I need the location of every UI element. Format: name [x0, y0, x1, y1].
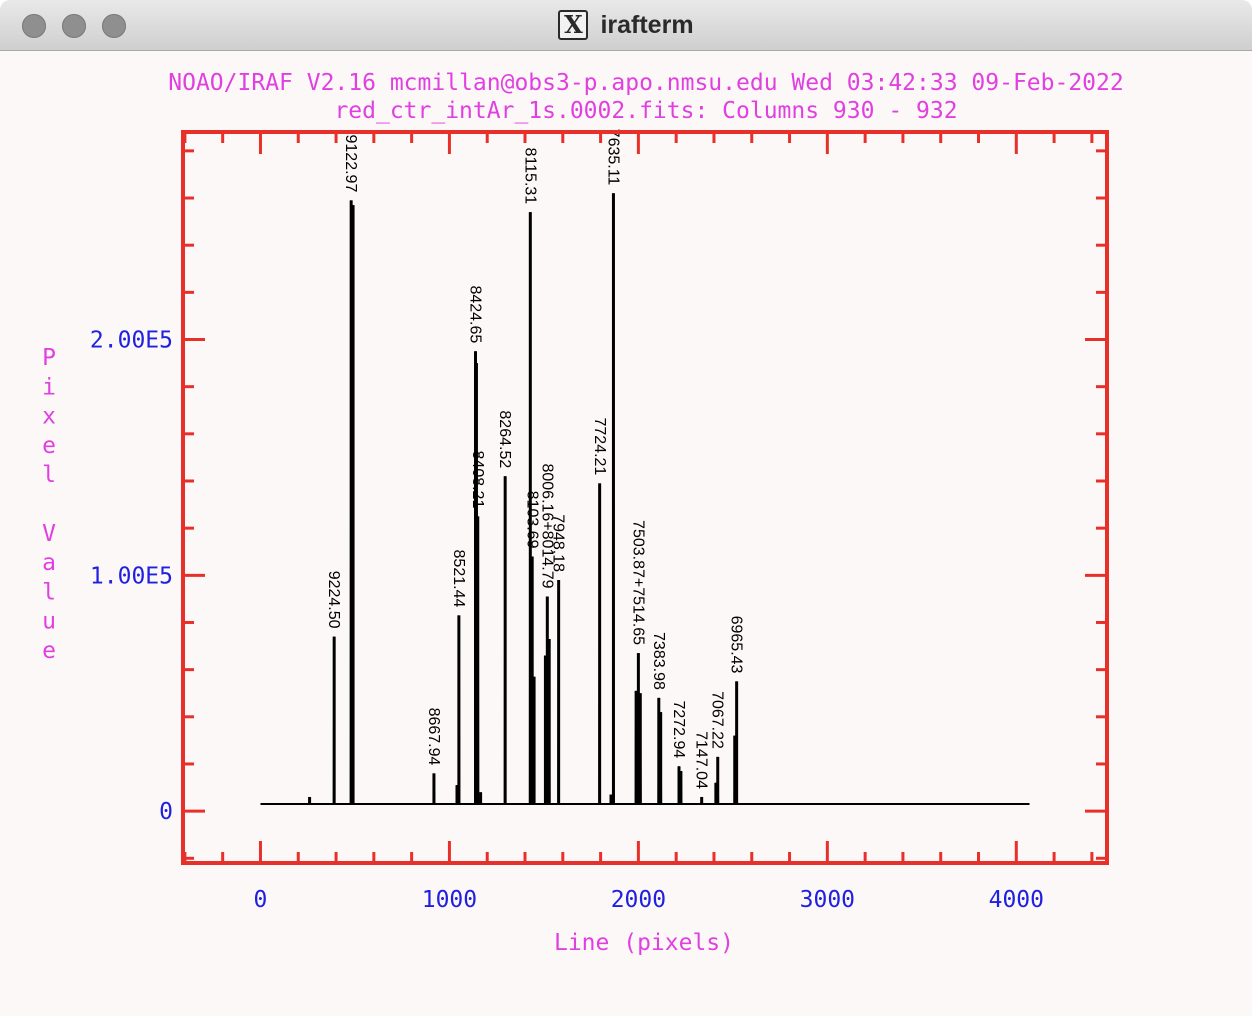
peak-label: 8408.21: [469, 451, 486, 509]
peak-label: 9224.50: [325, 571, 342, 629]
peak-label: 7724.21: [591, 418, 608, 476]
x-axis-label: Line (pixels): [554, 930, 734, 956]
spectrum-trace: [260, 193, 1030, 805]
chart-title: NOAO/IRAF V2.16 mcmillan@obs3-p.apo.nmsu…: [168, 70, 1123, 96]
peak-label: 7383.98: [650, 632, 667, 690]
minimize-window-button[interactable]: [62, 14, 86, 38]
tick-labels: 0 1000 2000 3000 4000 0 1.00E5 2.00E5: [90, 328, 1044, 913]
x-tick-label: 3000: [800, 887, 855, 913]
x-tick-label: 4000: [989, 887, 1044, 913]
window-title-group: X irafterm: [0, 0, 1252, 50]
peak-label: 6965.43: [728, 616, 745, 674]
peak-label: 7948.18: [550, 514, 567, 572]
peak-label: 7503.87+7514.65: [629, 520, 646, 645]
peak-label: 7067.22: [709, 691, 726, 749]
peak-label: 8103.69: [523, 491, 540, 549]
peak-labels: 9224.50 9122.97 8667.94 8521.44 8424.65 8408.…: [325, 129, 744, 789]
x-tick-label: 1000: [422, 887, 477, 913]
peak-label: 7272.94: [670, 700, 687, 758]
y-tick-label: 2.00E5: [90, 328, 173, 354]
close-window-button[interactable]: [22, 14, 46, 38]
x11-logo-icon: X: [558, 10, 589, 40]
zoom-window-button[interactable]: [102, 14, 126, 38]
plot-area: NOAO/IRAF V2.16 mcmillan@obs3-p.apo.nmsu…: [0, 51, 1252, 1016]
peak-label: 7635.11: [604, 129, 621, 186]
window-title: irafterm: [600, 10, 694, 39]
chart-subtitle: red_ctr_intAr_1s.0002.fits: Columns 930 …: [334, 98, 957, 124]
peak-label: 8006.16+8014.79: [538, 463, 555, 588]
peak-label: 8521.44: [450, 550, 467, 608]
axis-ticks: [183, 132, 1107, 863]
peak-label: 8115.31: [521, 148, 538, 205]
spectrum-plot: NOAO/IRAF V2.16 mcmillan@obs3-p.apo.nmsu…: [42, 70, 1124, 956]
window-titlebar[interactable]: X irafterm: [0, 0, 1252, 51]
peak-label: 8667.94: [425, 708, 442, 766]
peak-label: 8264.52: [496, 410, 513, 468]
spectrum-data: [260, 193, 1030, 805]
y-tick-label: 0: [159, 799, 173, 825]
y-tick-label: 1.00E5: [90, 563, 173, 589]
x-tick-label: 2000: [611, 887, 666, 913]
peak-label: 9122.97: [342, 135, 359, 193]
plot-frame: [181, 130, 1109, 865]
x-tick-label: 0: [254, 887, 268, 913]
peak-label: 8424.65: [467, 285, 484, 343]
peak-label: 7147.04: [693, 731, 710, 789]
